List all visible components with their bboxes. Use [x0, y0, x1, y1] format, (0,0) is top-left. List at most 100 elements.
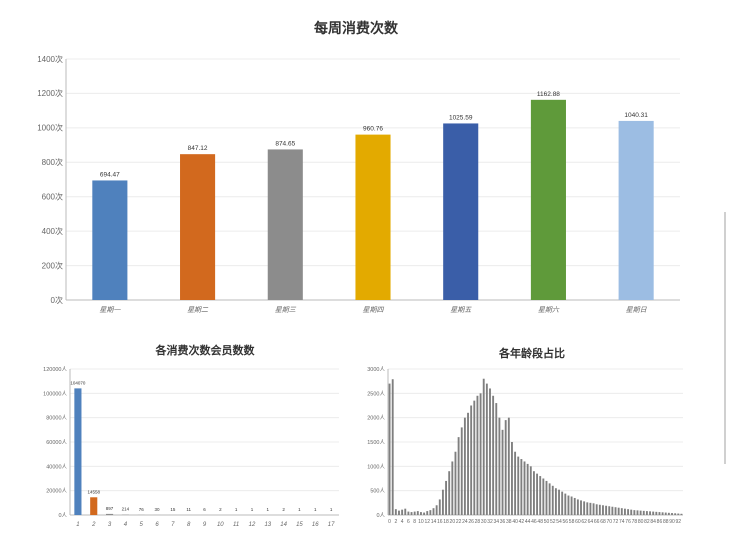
data-label: 2: [282, 507, 285, 512]
bar: [645, 511, 648, 515]
bar: [649, 511, 651, 515]
bar: [674, 513, 677, 515]
bar: [517, 456, 520, 515]
y-tick-label: 0人: [376, 512, 385, 519]
y-tick-label: 120000人: [43, 366, 67, 373]
bar: [548, 483, 551, 515]
scrollbar-edge: [724, 212, 726, 464]
bar: [401, 509, 404, 515]
x-tick-label: 46: [531, 519, 537, 525]
x-tick-label: 6: [407, 519, 410, 525]
x-tick-label: 52: [550, 519, 556, 525]
y-tick-label: 2000人: [367, 415, 385, 422]
bar: [529, 466, 532, 515]
age-distribution-chart: 各年龄段占比 0人 500人 1000人 1500人 2000人 2500人 3000人 0…: [367, 346, 683, 525]
x-tick-label: 2: [91, 522, 96, 528]
data-label: 11: [186, 507, 191, 512]
bar: [479, 393, 482, 515]
x-tick-label: 56: [563, 519, 569, 525]
y-tick-label: 40000人: [46, 463, 67, 470]
x-tick-label: 64: [588, 519, 594, 525]
bar: [267, 149, 303, 300]
x-tick-label: 20: [450, 519, 456, 525]
data-label: 1162.88: [537, 91, 560, 98]
bar: [542, 478, 545, 515]
data-label: 1: [251, 507, 254, 512]
x-tick-label: 76: [625, 519, 631, 525]
bar: [627, 509, 630, 515]
bar: [495, 403, 498, 515]
bar: [583, 501, 586, 515]
x-tick-label: 82: [644, 519, 650, 525]
bar: [92, 180, 128, 300]
bar: [492, 395, 495, 515]
bar: [530, 99, 566, 300]
bar: [420, 512, 422, 515]
bar: [470, 405, 473, 515]
bar: [482, 378, 485, 515]
y-tick-label: 100000人: [43, 390, 67, 397]
bar: [636, 510, 639, 515]
bar: [501, 429, 504, 515]
y-tick-label: 1000人: [367, 463, 385, 470]
bar: [567, 495, 570, 515]
bar: [413, 511, 416, 515]
x-tick-label: 34: [493, 519, 499, 525]
bar: [355, 134, 391, 300]
bar: [664, 512, 667, 515]
member-count-by-frequency-chart: 各消费次数会员数数 0人 20000人 40000人 60000人 80000人 1000…: [43, 343, 339, 528]
x-tick-label: 60: [575, 519, 581, 525]
x-tick-label: 40: [512, 519, 518, 525]
x-tick-label: 80: [638, 519, 644, 525]
x-tick-label: 92: [676, 519, 682, 525]
bar: [388, 383, 391, 515]
x-axis-ticks: 0 2 4 6 8 10 12 14 16 18 20 22 24 26 28 30 32 34 36 38 40 42 4…: [388, 519, 681, 525]
y-tick-label: 400次: [42, 226, 63, 236]
x-tick-label: 15: [296, 522, 303, 528]
x-tick-label: 9: [203, 522, 207, 528]
bar-series: [388, 378, 683, 515]
y-axis-ticks: 0人 500人 1000人 1500人 2000人 2500人 3000人: [367, 366, 385, 519]
x-tick-label: 星期五: [450, 306, 472, 314]
bar: [451, 461, 454, 515]
bar: [611, 506, 614, 515]
x-tick-label: 58: [569, 519, 575, 525]
bar: [438, 499, 441, 515]
bar: [105, 513, 114, 515]
x-tick-label: 4: [124, 522, 128, 528]
x-tick-label: 26: [468, 519, 474, 525]
bar: [573, 497, 576, 515]
y-tick-label: 0人: [58, 512, 67, 519]
x-tick-label: 86: [657, 519, 663, 525]
data-label: 1025.59: [449, 114, 473, 121]
bar: [576, 499, 579, 515]
data-label: 76: [139, 507, 145, 512]
bar: [520, 459, 523, 515]
data-label: 6: [203, 507, 206, 512]
bar: [589, 502, 592, 515]
data-label: 104070: [70, 380, 86, 385]
y-tick-label: 60000人: [46, 439, 67, 446]
bar: [404, 508, 407, 515]
chart-title: 每周消费次数: [314, 20, 399, 37]
bar: [618, 120, 654, 301]
bar: [630, 509, 633, 515]
bar: [570, 496, 573, 515]
bar: [661, 512, 664, 515]
x-tick-label: 星期三: [275, 306, 297, 314]
bar: [445, 480, 447, 515]
bar: [658, 512, 661, 515]
bar: [532, 471, 535, 515]
bar: [443, 123, 479, 301]
bar: [671, 513, 673, 515]
x-tick-label: 68: [600, 519, 606, 525]
x-tick-label: 32: [487, 519, 493, 525]
bar: [614, 507, 617, 515]
bar: [526, 463, 529, 515]
x-tick-label: 2: [394, 519, 397, 525]
bar: [608, 506, 611, 515]
x-tick-label: 星期六: [538, 306, 560, 314]
y-tick-label: 1500人: [367, 439, 385, 446]
bar: [426, 511, 429, 515]
